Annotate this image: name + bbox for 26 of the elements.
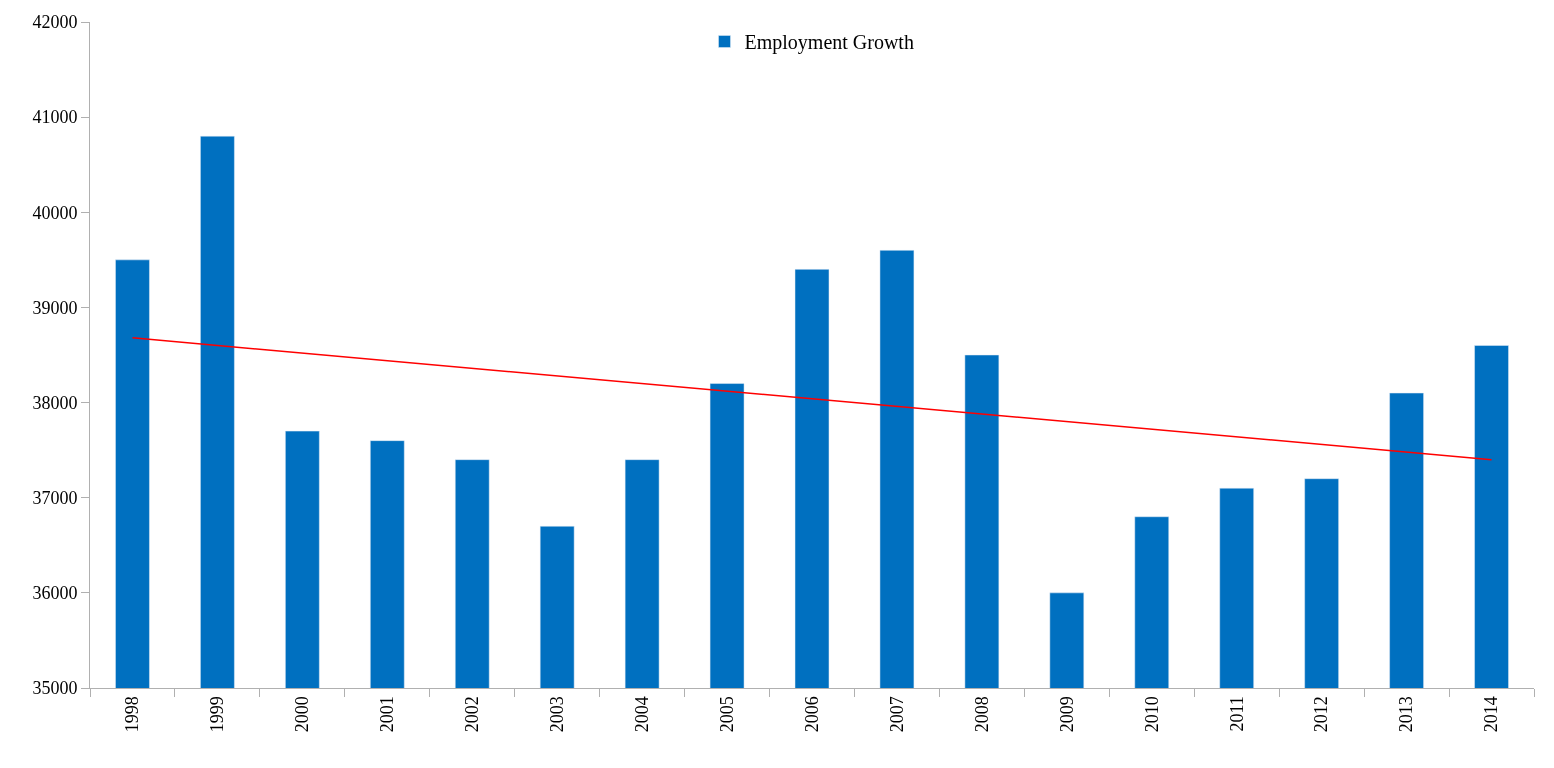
x-tick-label: 2005 xyxy=(716,696,737,733)
y-tick-label: 42000 xyxy=(32,12,78,33)
x-tick-label: 2002 xyxy=(462,696,483,733)
x-tick-label: 2000 xyxy=(292,696,313,733)
y-tick-label: 36000 xyxy=(32,583,78,604)
x-tick-label: 2013 xyxy=(1396,696,1417,733)
x-tick-label: 2010 xyxy=(1141,696,1162,733)
x-tick-label: 2006 xyxy=(801,696,822,733)
x-tick-label: 2009 xyxy=(1056,696,1077,733)
y-tick-label: 37000 xyxy=(32,488,78,509)
x-tick-label: 2014 xyxy=(1481,696,1502,733)
x-tick-label: 2003 xyxy=(547,696,568,733)
y-tick-label: 40000 xyxy=(32,202,78,223)
x-tick-label: 2008 xyxy=(971,696,992,733)
x-tick-label: 2011 xyxy=(1226,696,1247,732)
x-tick-label: 2012 xyxy=(1311,696,1332,733)
x-tick-label: 2004 xyxy=(631,696,652,733)
legend-label: Employment Growth xyxy=(744,31,914,55)
y-tick-label: 35000 xyxy=(32,678,78,699)
x-tick-label: 1998 xyxy=(122,696,143,733)
x-tick-label: 2007 xyxy=(886,696,907,733)
y-tick-label: 41000 xyxy=(32,107,78,128)
x-tick-label: 1999 xyxy=(207,696,228,733)
x-tick-label: 2001 xyxy=(377,696,398,733)
y-tick-label: 39000 xyxy=(32,297,78,318)
y-tick-label: 38000 xyxy=(32,392,78,413)
